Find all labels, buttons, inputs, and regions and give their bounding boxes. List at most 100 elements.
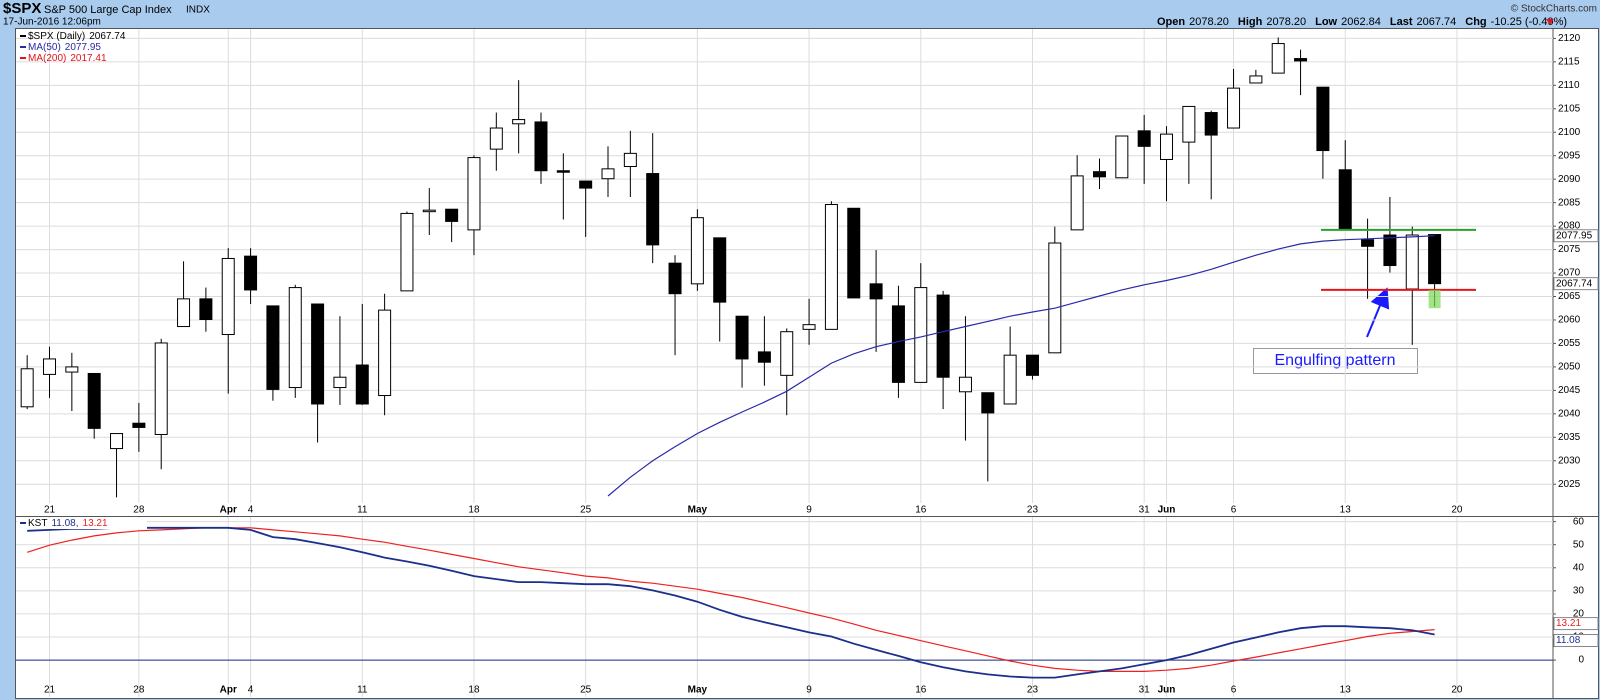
candle-body: [1249, 75, 1263, 84]
candle-body: [1383, 234, 1397, 267]
candle-body: [668, 262, 682, 295]
y-tick-label: 2120: [1558, 33, 1581, 44]
candle-body: [1227, 87, 1241, 129]
ma-line: [607, 235, 1435, 497]
y-tick-label: 2060: [1558, 315, 1581, 326]
candle-body: [1294, 58, 1308, 62]
candle-body: [757, 351, 771, 363]
candle-body: [199, 298, 213, 321]
candle-body: [1115, 135, 1129, 179]
x-tick-label: 11: [357, 505, 368, 516]
candle-body: [869, 283, 883, 300]
change-arrow: [1546, 19, 1554, 25]
y-tick-label: 50: [1573, 539, 1585, 550]
candle-body: [1092, 171, 1106, 178]
candle-body: [154, 342, 168, 435]
candle-body: [936, 294, 950, 378]
x-tick-label: 21: [44, 505, 56, 516]
x-tick-label: 9: [806, 505, 812, 516]
annotation-arrow: [1366, 287, 1390, 338]
candles: [20, 37, 1442, 498]
quote-label: Last: [1390, 16, 1413, 28]
x-tick-label: 25: [580, 505, 592, 516]
candle-body: [780, 331, 794, 376]
candle-body: [20, 368, 34, 408]
legend-entry: MA(50) 2077.95: [28, 42, 101, 53]
y-tick-label: 2100: [1558, 127, 1581, 138]
date: 17-Jun-2016 12:06pm: [3, 17, 101, 28]
exchange: INDX: [186, 5, 210, 16]
y-tick-label: 20: [1573, 609, 1585, 620]
candle-body: [1160, 133, 1174, 160]
candle-body: [802, 324, 816, 330]
candle-body: [1182, 105, 1196, 143]
y-tick-label: 40: [1573, 562, 1585, 573]
x-tick-label: 28: [133, 685, 145, 696]
x-tick-label: Jun: [1158, 685, 1176, 696]
candle-body: [1271, 43, 1285, 74]
kst-line: [27, 527, 1435, 672]
legend-separator: ,: [76, 518, 79, 529]
x-tick-label: Apr: [220, 685, 237, 696]
legend-bg: [17, 518, 147, 529]
legend-name: MA(50): [28, 42, 61, 53]
x-tick-label: 23: [1027, 505, 1039, 516]
y-tick-label: 0: [1578, 655, 1584, 666]
candle-body: [65, 366, 79, 373]
x-tick-label: 16: [915, 505, 927, 516]
x-tick-label: Jun: [1158, 505, 1176, 516]
lines: [16, 526, 1553, 679]
quote-label: Low: [1315, 16, 1337, 28]
kst-panel: [15, 516, 1599, 699]
y-tick-label: 2045: [1558, 385, 1581, 396]
annotation-box: [1253, 348, 1418, 374]
candle-body: [1428, 234, 1442, 285]
candle-body: [1204, 112, 1218, 136]
y-tick-label: 2035: [1558, 432, 1581, 443]
quote-value: 2067.74: [1417, 16, 1457, 28]
candle-body: [958, 376, 972, 393]
x-tick-label: 28: [133, 505, 145, 516]
candle-body: [132, 422, 146, 428]
candle-body: [623, 152, 637, 168]
last-value-tag: 13.21: [1553, 617, 1599, 631]
y-tick-label: 2095: [1558, 150, 1581, 161]
y-tick-label: 2065: [1558, 291, 1581, 302]
candle-body: [1405, 234, 1419, 290]
candle-body: [378, 309, 392, 397]
x-tick-label: 6: [1231, 685, 1237, 696]
x-tick-label: 23: [1027, 685, 1039, 696]
kst-line: [27, 526, 1435, 679]
candle-body: [601, 168, 615, 180]
candle-body: [1316, 86, 1330, 152]
quote-value: 2078.20: [1266, 16, 1306, 28]
legend-entry: KST 11.08, 13.21: [28, 518, 108, 529]
candle-body: [355, 364, 369, 405]
legend-entry: $SPX (Daily) 2067.74: [28, 31, 126, 42]
candle-body: [534, 121, 548, 172]
legend-entry: MA(200) 2017.41: [28, 53, 107, 64]
x-tick-label: 31: [1139, 505, 1151, 516]
x-tick-label: 13: [1340, 685, 1352, 696]
y-tick-label: 2085: [1558, 197, 1581, 208]
y-tick-label: 2030: [1558, 455, 1581, 466]
y-tick-label: 2070: [1558, 268, 1581, 279]
candle-body: [512, 119, 526, 125]
legend-last: 13.21: [83, 518, 108, 529]
last-value-label: 2067.74: [1556, 278, 1593, 289]
x-tick-label: 6: [1231, 505, 1237, 516]
x-tick-label: 18: [468, 505, 480, 516]
x-tick-label: 13: [1340, 505, 1352, 516]
x-tick-label: 18: [468, 685, 480, 696]
candle-body: [847, 207, 861, 299]
y-tick-label: 2110: [1558, 80, 1580, 91]
last-value-tag: 2077.95: [1553, 229, 1599, 243]
candle-body: [489, 127, 503, 150]
candle-body: [981, 392, 995, 414]
candle-body: [1361, 239, 1375, 247]
y-tick-label: 2105: [1558, 103, 1581, 114]
quote-value: 2078.20: [1189, 16, 1229, 28]
candle-body: [646, 173, 660, 246]
